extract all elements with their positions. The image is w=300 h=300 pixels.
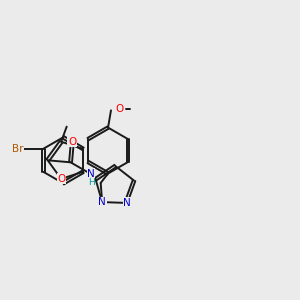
Text: N: N — [124, 198, 131, 208]
Text: N: N — [98, 197, 106, 207]
Text: H: H — [88, 178, 94, 187]
Text: O: O — [57, 174, 65, 184]
Text: O: O — [115, 103, 123, 114]
Text: Br: Br — [12, 144, 24, 154]
Text: N: N — [87, 169, 95, 179]
Text: O: O — [68, 136, 76, 147]
